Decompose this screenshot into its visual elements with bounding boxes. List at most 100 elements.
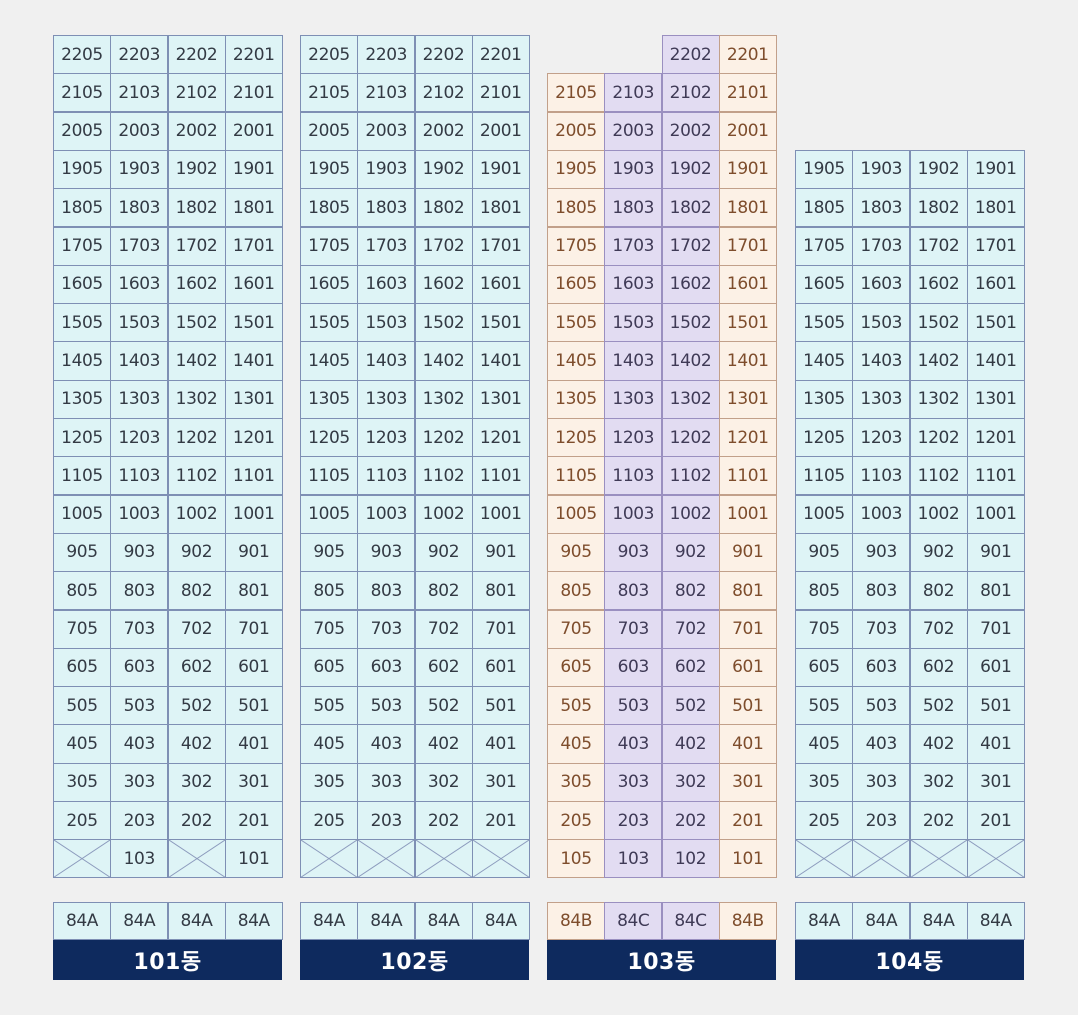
unit-cell: 503 [357,686,416,726]
unit-cell: 703 [357,609,416,649]
unit-cell: 1005 [300,494,358,534]
unit-cell: 1503 [604,303,663,343]
unit-cell: 203 [110,801,169,841]
unit-cell: 1305 [300,379,358,419]
unit-cell: 702 [414,609,473,649]
unit-cell: 1803 [357,188,416,228]
unit-cell: 1002 [909,494,968,534]
unit-cell: 1903 [110,149,169,190]
unit-cell: 201 [224,801,283,841]
unit-cell: 1005 [547,494,605,534]
unit-cell: 1001 [471,494,530,534]
building-name: 101동 [53,940,282,980]
unit-cell: 2203 [110,35,169,75]
unit-cell: 1205 [795,418,853,458]
unit-cell: 1701 [471,226,530,266]
unit-cell: 405 [300,724,358,764]
unit-cell: 2002 [167,111,226,151]
unit-cell: 903 [357,532,416,573]
unit-cell: 403 [852,724,911,764]
unit-cell: 702 [661,609,720,649]
unit-cell: 403 [604,724,663,764]
unit-cell: 502 [167,686,226,726]
unit-cell: 2105 [300,73,358,113]
unit-cell: 1003 [604,494,663,534]
unit-cell: 303 [852,762,911,802]
unit-cell: 501 [471,686,530,726]
unit-cell: 602 [909,647,968,687]
unit-cell: 1801 [224,188,283,228]
unit-cell: 203 [357,801,416,841]
unit-cell: 2005 [547,111,605,151]
pilotis-cell [357,839,416,879]
unit-cell: 903 [110,532,169,573]
unit-cell: 503 [604,686,663,726]
unit-cell: 1405 [53,341,111,381]
unit-cell: 1405 [795,341,853,381]
unit-cell: 1303 [852,379,911,419]
unit-type-cell: 84A [300,902,358,940]
unit-cell: 1505 [547,303,605,343]
unit-cell: 603 [604,647,663,687]
unit-cell: 802 [414,571,473,611]
unit-cell: 1203 [357,418,416,458]
unit-cell: 1902 [167,149,226,190]
unit-cell: 305 [795,762,853,802]
unit-type-cell: 84A [53,902,111,940]
unit-cell: 2205 [53,35,111,75]
unit-cell: 1303 [110,379,169,419]
unit-cell: 901 [224,532,283,573]
unit-cell: 2101 [224,73,283,113]
unit-cell: 1803 [852,188,911,228]
unit-cell: 1003 [357,494,416,534]
unit-cell: 1302 [414,379,473,419]
unit-cell: 401 [966,724,1025,764]
unit-type-cell: 84A [909,902,968,940]
unit-cell: 1202 [661,418,720,458]
unit-cell: 1203 [852,418,911,458]
unit-cell: 205 [795,801,853,841]
unit-cell: 601 [718,647,777,687]
unit-cell: 2103 [357,73,416,113]
unit-cell: 1601 [718,264,777,304]
unit-cell: 2001 [224,111,283,151]
unit-cell: 2003 [604,111,663,151]
unit-cell: 2002 [414,111,473,151]
unit-cell: 1202 [414,418,473,458]
unit-cell: 1205 [300,418,358,458]
unit-cell: 1101 [718,456,777,496]
unit-cell: 805 [300,571,358,611]
unit-cell: 1702 [167,226,226,266]
unit-cell: 1505 [300,303,358,343]
unit-cell: 1605 [53,264,111,304]
unit-grid: 2205 2203 2202 2201 2105 2103 2102 2101 2005 2003… [53,0,283,1015]
unit-cell: 2201 [471,35,530,75]
unit-cell: 805 [795,571,853,611]
unit-type-cell: 84A [110,902,169,940]
unit-cell: 1705 [53,226,111,266]
unit-cell: 2005 [300,111,358,151]
unit-cell: 305 [300,762,358,802]
unit-cell: 101 [224,839,283,879]
unit-cell: 505 [795,686,853,726]
unit-cell: 803 [357,571,416,611]
unit-cell: 902 [661,532,720,573]
unit-cell: 1502 [909,303,968,343]
unit-type-cell: 84A [852,902,911,940]
unit-cell: 203 [604,801,663,841]
unit-cell: 501 [966,686,1025,726]
unit-cell: 1305 [53,379,111,419]
unit-cell: 503 [110,686,169,726]
unit-cell: 303 [357,762,416,802]
unit-cell: 1403 [852,341,911,381]
unit-cell: 2102 [661,73,720,113]
unit-cell: 703 [604,609,663,649]
unit-cell: 1702 [414,226,473,266]
unit-cell: 2005 [53,111,111,151]
unit-cell: 1501 [471,303,530,343]
unit-cell: 1705 [547,226,605,266]
unit-cell: 705 [795,609,853,649]
unit-type-cell: 84B [718,902,777,940]
unit-cell: 1403 [604,341,663,381]
unit-cell: 1302 [167,379,226,419]
